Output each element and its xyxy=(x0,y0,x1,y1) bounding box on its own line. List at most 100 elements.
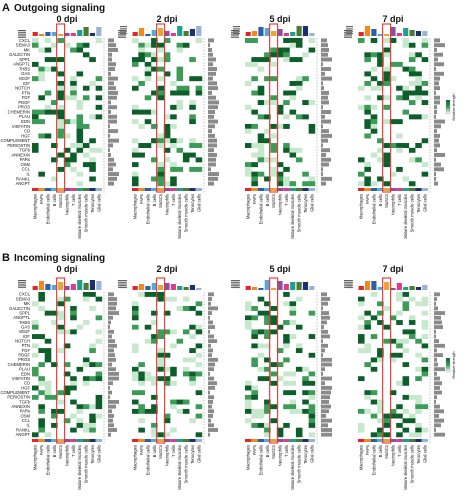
cell-type-label: Macrophages xyxy=(133,445,138,470)
heatmap-cell xyxy=(364,394,371,400)
heatmap-cell xyxy=(364,324,371,330)
heatmap-cell xyxy=(283,176,290,182)
heatmap-cell xyxy=(157,42,165,48)
column-bar xyxy=(290,282,296,290)
heatmap-cell xyxy=(421,38,429,43)
row-sum-bar xyxy=(321,138,328,143)
heatmap-cell xyxy=(289,57,297,63)
heatmap-cell xyxy=(70,166,77,172)
heatmap-cell xyxy=(245,385,252,391)
cell-type-label: Mature skeletal muscles xyxy=(403,445,408,490)
heatmap-cell xyxy=(182,399,190,405)
heatmap-cell xyxy=(138,152,145,158)
heatmap-cell xyxy=(302,76,309,82)
heatmap-cell xyxy=(383,157,391,163)
row-sum-bar xyxy=(208,105,218,110)
heatmap-cell xyxy=(63,133,71,139)
heatmap-cell xyxy=(264,114,271,120)
heatmap-cell xyxy=(132,85,139,91)
heatmap-cell xyxy=(370,315,378,321)
heatmap-cell xyxy=(295,432,303,438)
row-sum-bar xyxy=(108,423,114,428)
cell-type-label: Neutrophils xyxy=(65,194,70,215)
cell-type-strip xyxy=(195,188,202,191)
pathway-label: MK xyxy=(24,301,30,306)
cell-type-strip xyxy=(144,439,152,442)
heatmap-cell xyxy=(195,371,203,377)
heatmap-cell xyxy=(377,399,384,405)
column-bar xyxy=(277,281,283,290)
heatmap-cell xyxy=(251,162,258,168)
heatmap-cell xyxy=(377,352,384,358)
heatmap-cell xyxy=(63,157,71,163)
row-sum-bar xyxy=(208,409,214,414)
column-bar xyxy=(83,27,89,36)
cell-type-label: Glial cells xyxy=(422,194,427,212)
key-line xyxy=(344,34,352,36)
heatmap-cell xyxy=(377,348,384,354)
heatmap-cell xyxy=(44,104,52,110)
cell-type-label: Neutrophils xyxy=(165,194,170,215)
heatmap-cell xyxy=(358,157,365,163)
heatmap-cell xyxy=(44,432,52,438)
heatmap-cell xyxy=(144,338,152,344)
row-sum-bar xyxy=(321,404,331,409)
row-sum-bar xyxy=(434,385,440,390)
heatmap-cell xyxy=(70,306,77,311)
cell-type-label: Smooth muscle cells xyxy=(297,445,302,483)
heatmap-cell xyxy=(70,413,77,419)
key-line xyxy=(18,282,26,284)
row-key xyxy=(233,32,240,35)
heatmap-cell xyxy=(76,324,84,330)
heatmap-cell xyxy=(182,366,190,372)
cell-type-strip xyxy=(421,439,428,442)
heatmap-cell xyxy=(176,66,184,72)
row-sum-bar xyxy=(321,176,332,181)
row-sum-bar xyxy=(434,315,441,320)
heatmap-cell xyxy=(195,362,203,368)
heatmap-cell xyxy=(82,422,90,428)
row-sum-bar xyxy=(434,395,437,400)
heatmap-cell xyxy=(377,357,384,363)
row-sum-bar xyxy=(434,381,442,386)
heatmap-cell xyxy=(144,371,152,377)
row-sum-bar xyxy=(321,390,331,395)
row-sum-bar xyxy=(108,390,112,395)
heatmap-cell xyxy=(408,394,416,400)
heatmap-cell xyxy=(358,408,365,414)
cell-type-strip xyxy=(264,188,271,191)
heatmap-cell xyxy=(163,376,171,382)
heatmap-cell xyxy=(76,422,84,428)
heatmap-cell xyxy=(283,338,290,344)
heatmap-cell xyxy=(138,57,145,63)
heatmap-cell xyxy=(276,348,284,354)
column-bar xyxy=(409,30,415,36)
heatmap-cell xyxy=(132,57,139,63)
heatmap-cell xyxy=(132,152,139,158)
pathway-label: NOTCH xyxy=(15,86,30,91)
heatmap-cell xyxy=(358,348,365,354)
heatmap-cell xyxy=(70,47,77,53)
cell-type-strip xyxy=(63,439,71,442)
heatmap-cell xyxy=(82,296,90,302)
cell-type-label: Macrophages xyxy=(246,194,251,219)
column-bar xyxy=(371,281,377,290)
heatmap-cell xyxy=(170,123,177,129)
column-bar xyxy=(138,28,145,36)
cell-type-strip xyxy=(182,188,190,191)
heatmap-cell xyxy=(89,157,96,163)
heatmap-cell xyxy=(264,100,271,106)
heatmap-cell xyxy=(176,42,184,48)
cell-type-label: MuSCs xyxy=(158,194,163,208)
row-sum-bar xyxy=(208,129,212,134)
heatmap-cell xyxy=(283,422,290,428)
cell-type-label: Macrophages xyxy=(359,445,364,470)
heatmap-cell xyxy=(251,329,258,335)
column-bar xyxy=(151,30,157,36)
row-sum-bar xyxy=(208,52,213,57)
key-line xyxy=(18,286,26,288)
column-bar xyxy=(64,33,70,36)
heatmap-cell xyxy=(264,301,271,307)
heatmap-cell xyxy=(76,418,84,424)
heatmap-cell xyxy=(257,422,265,428)
